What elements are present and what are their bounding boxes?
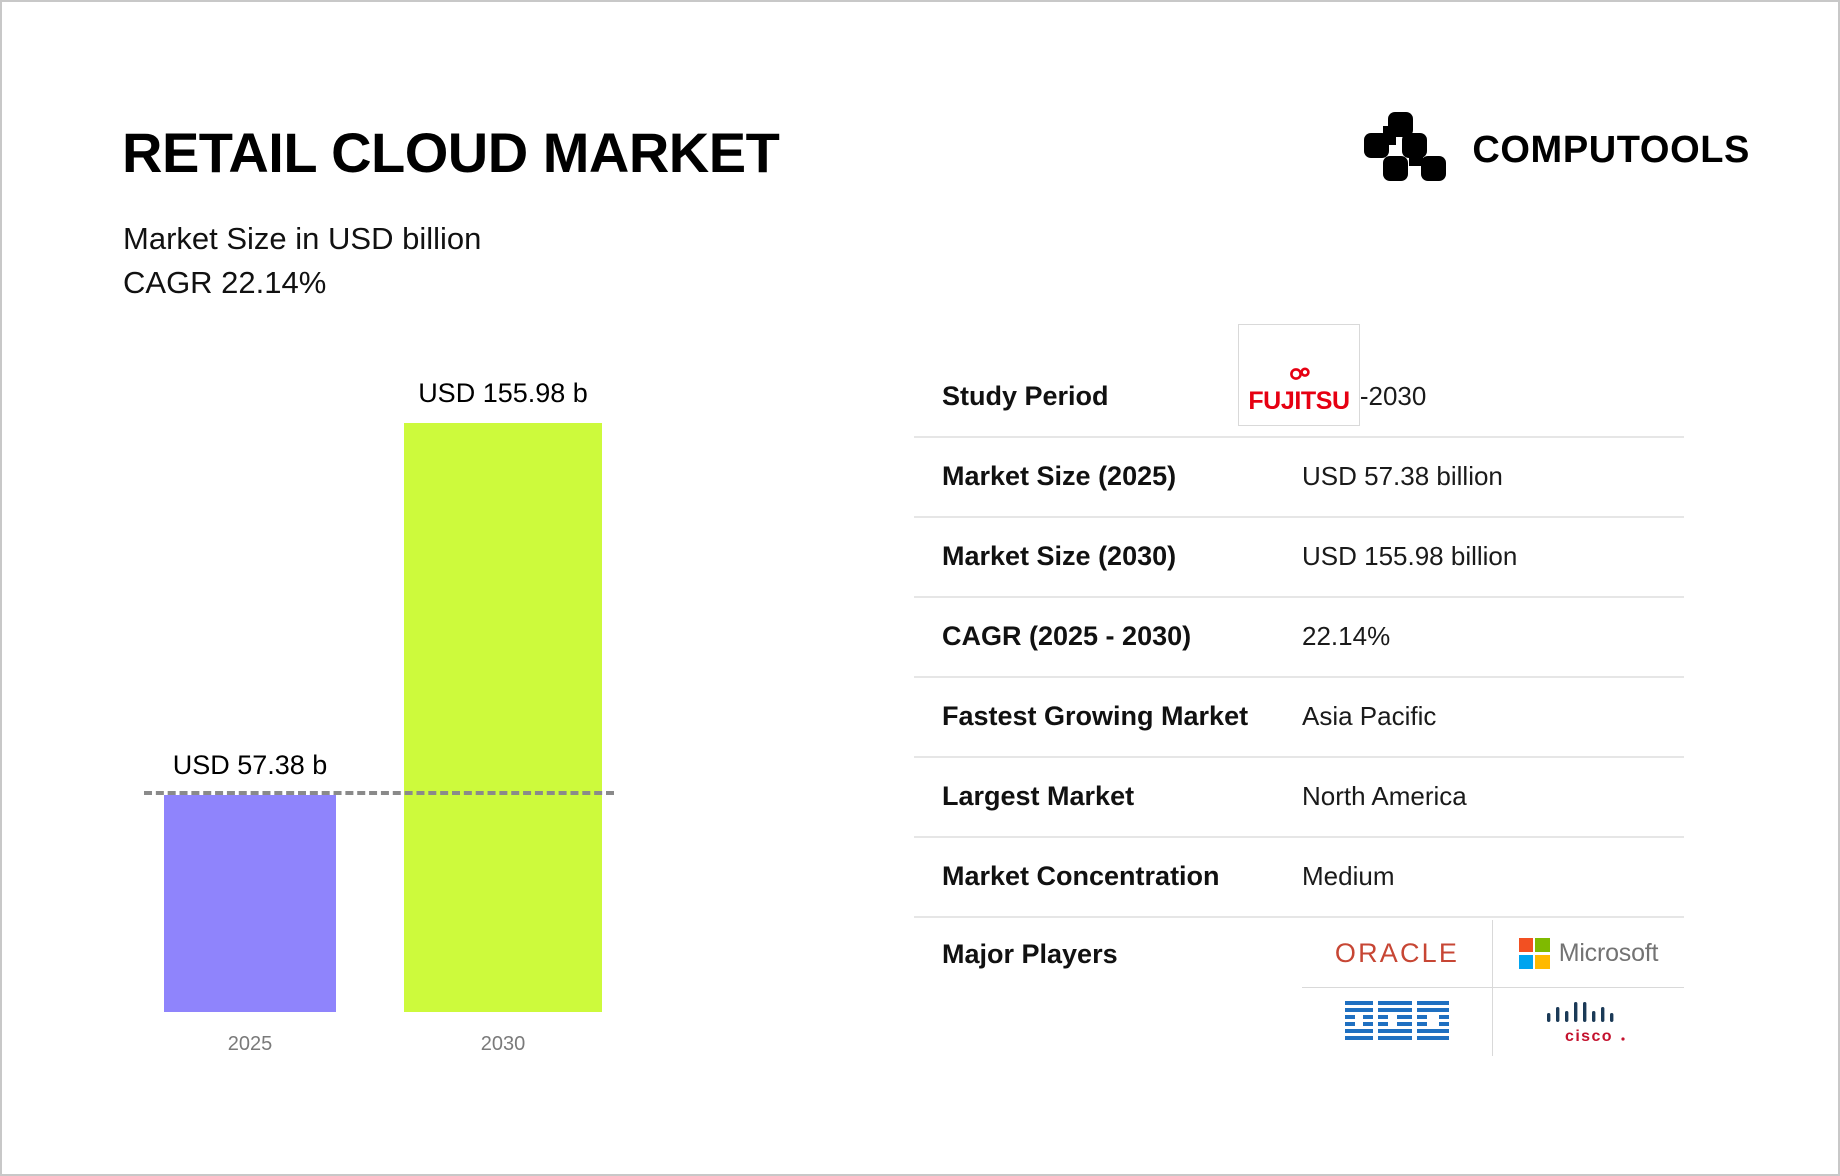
- row-key: Fastest Growing Market: [942, 701, 1249, 731]
- bar-chart: USD 57.38 b 2025 USD 155.98 b 2030: [122, 332, 782, 1072]
- bar-2030[interactable]: [404, 423, 602, 1012]
- reference-line: [144, 791, 614, 795]
- logo-cell-cisco[interactable]: cisco: [1493, 988, 1684, 1056]
- computools-logo-icon: [1364, 112, 1447, 181]
- bar-2025[interactable]: [164, 795, 336, 1012]
- table-row-major-players: Major Players ORACLE Microsoft: [914, 324, 1684, 1058]
- svg-text:FUJITSU: FUJITSU: [1248, 387, 1349, 415]
- table-row: CAGR (2025 - 2030) 22.14%: [914, 598, 1684, 678]
- row-key: Study Period: [942, 381, 1109, 411]
- x-tick-2030: 2030: [480, 1033, 526, 1055]
- microsoft-squares-icon: [1518, 938, 1550, 969]
- row-value: North America: [1302, 781, 1467, 811]
- page-title: RETAIL CLOUD MARKET: [122, 121, 780, 184]
- bar-value-label-2030: USD 155.98 b: [418, 378, 588, 408]
- row-key: Major Players: [942, 939, 1118, 969]
- row-key: Market Size (2025): [942, 461, 1177, 491]
- microsoft-wordmark: Microsoft: [1558, 939, 1659, 967]
- brand-logo: COMPUTOOLS: [1364, 112, 1750, 188]
- fujitsu-logo-icon: FUJITSU: [1248, 367, 1350, 415]
- major-players-logo-grid: ORACLE Microsoft: [1238, 324, 1684, 1056]
- row-value: USD 57.38 billion: [1302, 461, 1503, 491]
- x-tick-2025: 2025: [227, 1033, 273, 1055]
- chart-plot-area: USD 57.38 b 2025 USD 155.98 b 2030: [122, 332, 782, 1055]
- table-row: Market Size (2030) USD 155.98 billion: [914, 518, 1684, 598]
- row-value: Medium: [1302, 861, 1395, 891]
- svg-text:cisco: cisco: [1565, 1028, 1613, 1045]
- row-key: CAGR (2025 - 2030): [942, 621, 1192, 651]
- logo-cell-ibm[interactable]: [1302, 988, 1493, 1056]
- cisco-logo-icon: cisco: [1546, 1002, 1625, 1045]
- ibm-logo-icon: [1345, 1001, 1449, 1040]
- subtitle-line-cagr: CAGR 22.14%: [123, 265, 327, 301]
- row-value: Asia Pacific: [1302, 701, 1437, 731]
- microsoft-logo-icon: Microsoft: [1518, 938, 1659, 969]
- subtitle-line-market-size: Market Size in USD billion: [123, 221, 482, 256]
- logo-cell-fujitsu[interactable]: FUJITSU: [1238, 324, 1360, 426]
- brand-name: COMPUTOOLS: [1472, 128, 1750, 171]
- market-summary-table: Study Period 2019-2030 Market Size (2025…: [914, 324, 1684, 1058]
- row-key: Largest Market: [942, 781, 1135, 811]
- logo-cell-oracle[interactable]: ORACLE: [1302, 920, 1493, 988]
- table-row: Market Size (2025) USD 57.38 billion: [914, 438, 1684, 518]
- row-key: Market Concentration: [942, 861, 1220, 891]
- table-row: Fastest Growing Market Asia Pacific: [914, 678, 1684, 758]
- oracle-logo-icon: ORACLE: [1334, 938, 1460, 968]
- table-row: Largest Market North America: [914, 758, 1684, 838]
- table-row: Market Concentration Medium: [914, 838, 1684, 918]
- bar-value-label-2025: USD 57.38 b: [172, 750, 328, 780]
- row-value: USD 155.98 billion: [1302, 541, 1518, 571]
- page-subtitle: Market Size in USD billion CAGR 22.14%: [123, 217, 481, 305]
- row-key: Market Size (2030): [942, 541, 1177, 571]
- row-value: 22.14%: [1302, 621, 1391, 651]
- logo-cell-microsoft[interactable]: Microsoft: [1493, 920, 1684, 988]
